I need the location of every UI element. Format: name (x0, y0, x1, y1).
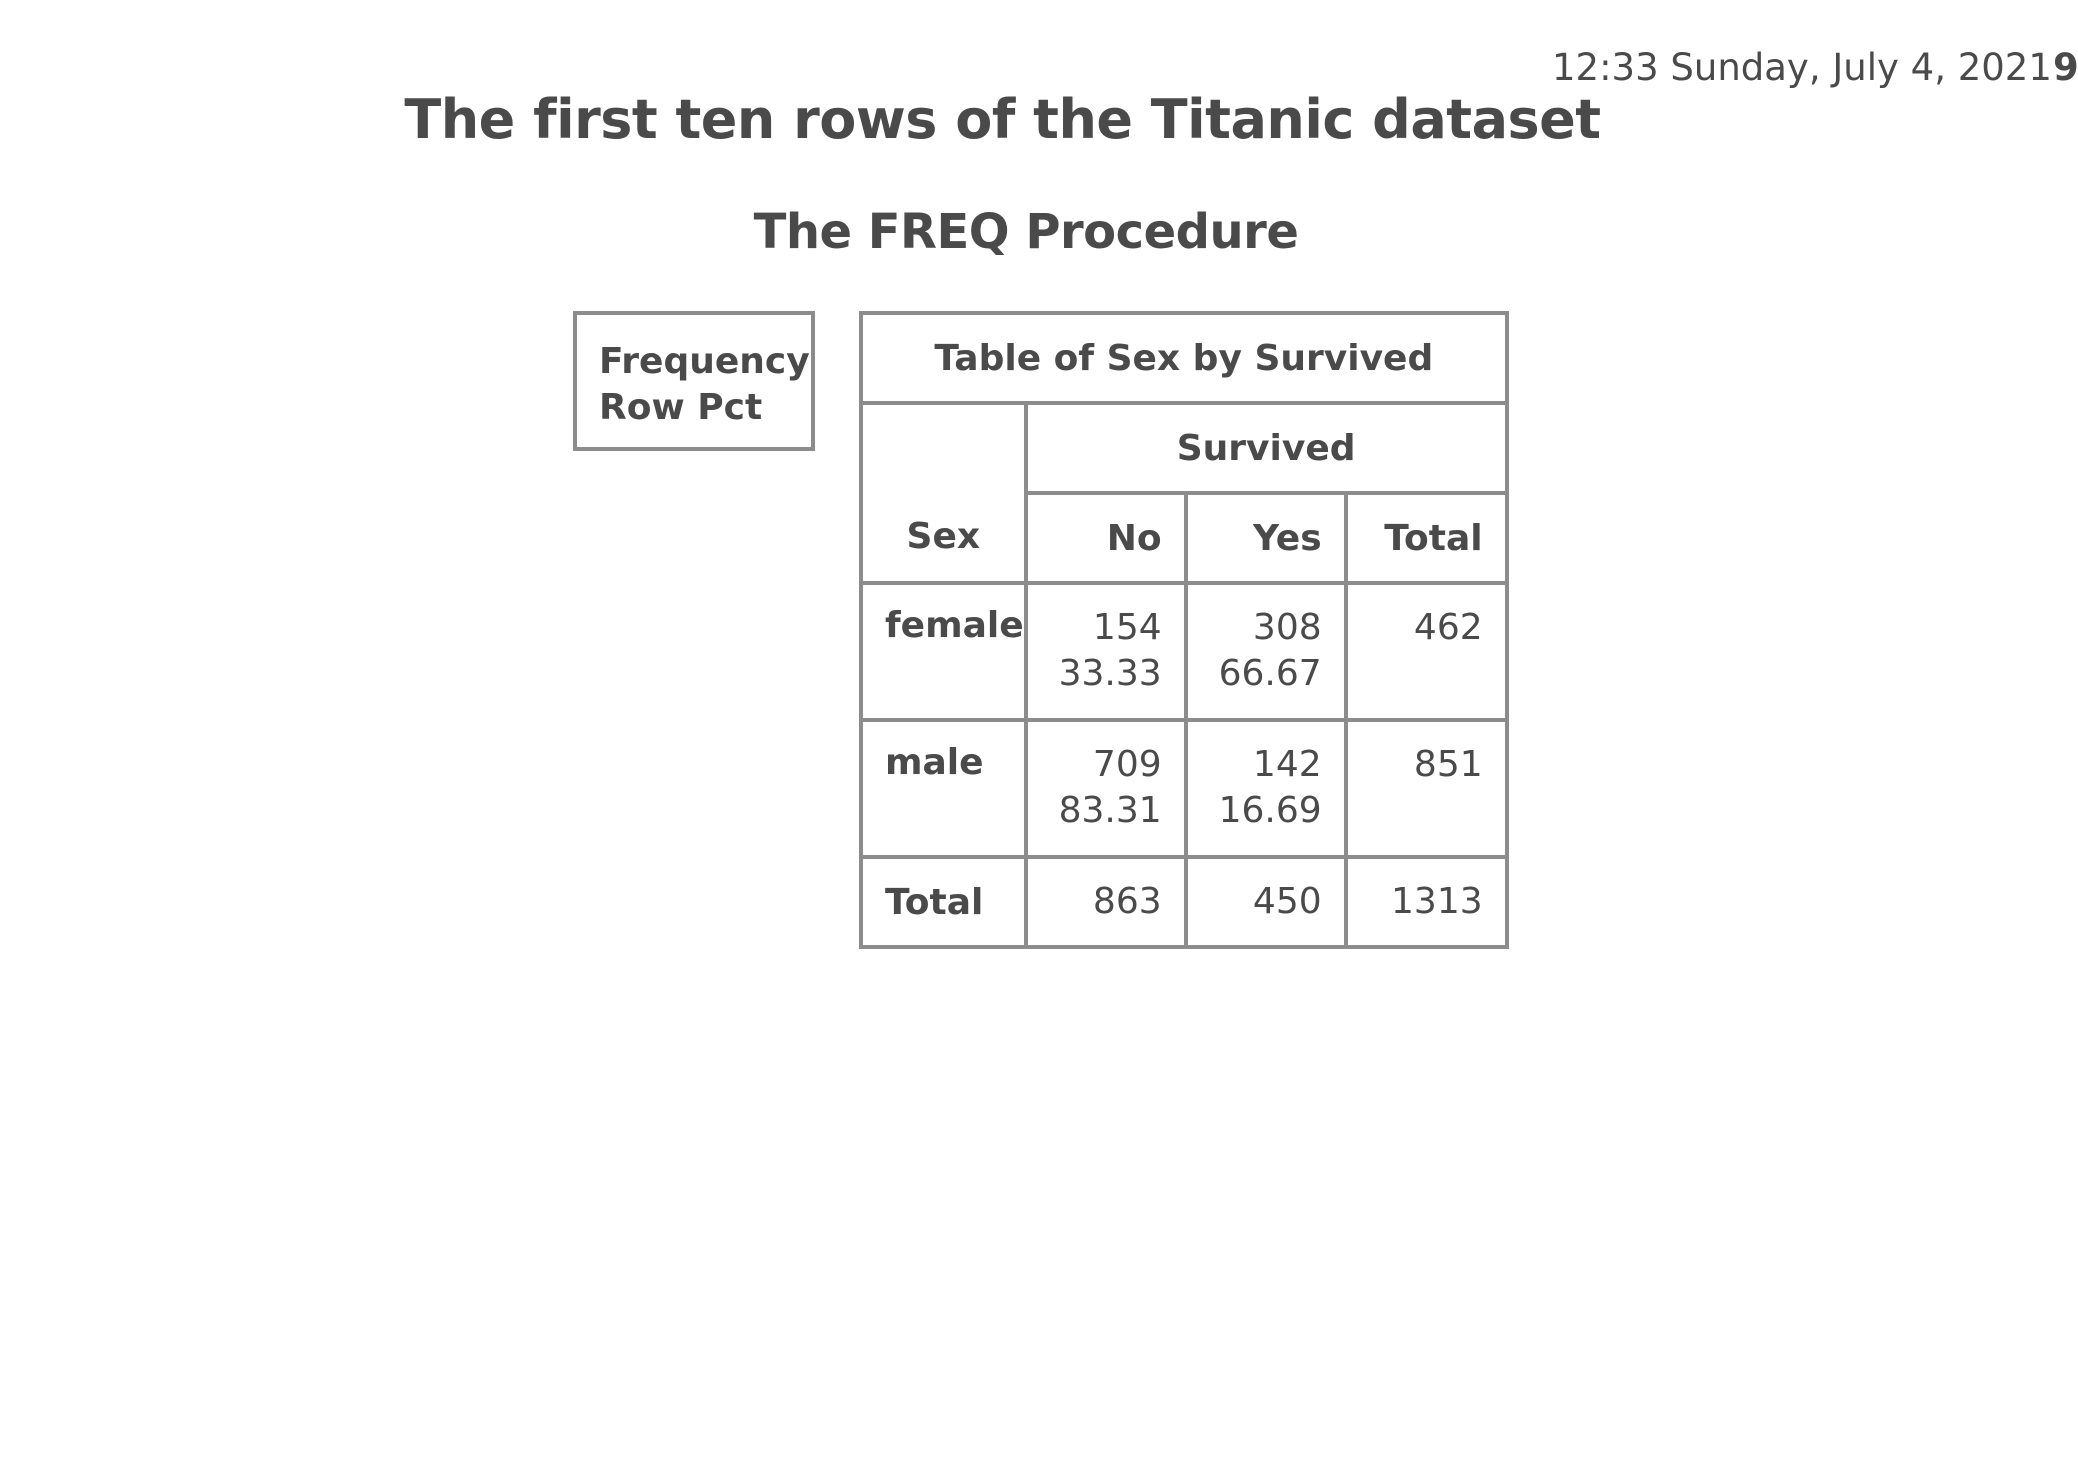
column-header-yes: Yes (1183, 491, 1348, 585)
legend-row-pct-label: Row Pct (599, 387, 763, 428)
column-header-row: No Yes Total (861, 491, 1509, 585)
cell-female-no: 154 33.33 (1023, 581, 1188, 722)
crosstab-table: Table of Sex by Survived Sex Survived No… (859, 311, 1509, 949)
column-variable-header: Survived (1023, 401, 1509, 495)
column-header-no: No (1023, 491, 1188, 585)
cell-female-yes: 308 66.67 (1183, 581, 1348, 722)
cell-row-pct: 33.33 (1058, 653, 1162, 694)
table-row: female 154 33.33 308 66.67 462 (859, 581, 1509, 722)
cell-frequency: 154 (1092, 607, 1162, 648)
row-label-total: Total (859, 855, 1028, 949)
table-row: male 709 83.31 142 16.69 851 (859, 718, 1509, 859)
row-label-female: female (859, 581, 1028, 722)
cell-frequency: 308 (1252, 607, 1322, 648)
cell-male-total: 851 (1343, 718, 1509, 859)
cell-male-yes: 142 16.69 (1183, 718, 1348, 859)
table-title: Table of Sex by Survived (859, 311, 1509, 405)
cell-total-no: 863 (1023, 855, 1188, 949)
page-number: 9 (2053, 46, 2078, 89)
cell-row-pct: 66.67 (1218, 653, 1322, 694)
timestamp: 12:33 Sunday, July 4, 2021 (1552, 46, 2052, 89)
cell-total-yes: 450 (1183, 855, 1348, 949)
cell-contents-legend: Frequency Row Pct (573, 311, 815, 451)
legend-frequency-label: Frequency (599, 341, 810, 382)
cell-frequency: 462 (1413, 607, 1483, 648)
cell-frequency: 142 (1252, 744, 1322, 785)
cell-row-pct: 83.31 (1058, 790, 1162, 831)
row-label-male: male (859, 718, 1028, 859)
cell-frequency: 709 (1092, 744, 1162, 785)
cell-frequency: 851 (1413, 744, 1483, 785)
row-variable-header: Sex (859, 401, 1028, 585)
procedure-title: The FREQ Procedure (753, 204, 1299, 260)
total-row: Total 863 450 1313 (859, 855, 1509, 949)
cell-row-pct: 16.69 (1218, 790, 1322, 831)
cell-grand-total: 1313 (1343, 855, 1509, 949)
table-title-row: Table of Sex by Survived (859, 311, 1509, 405)
cell-male-no: 709 83.31 (1023, 718, 1188, 859)
column-header-total: Total (1343, 491, 1509, 585)
column-group-row: Sex Survived (859, 401, 1509, 585)
cell-female-total: 462 (1343, 581, 1509, 722)
page-title: The first ten rows of the Titanic datase… (404, 88, 1601, 151)
